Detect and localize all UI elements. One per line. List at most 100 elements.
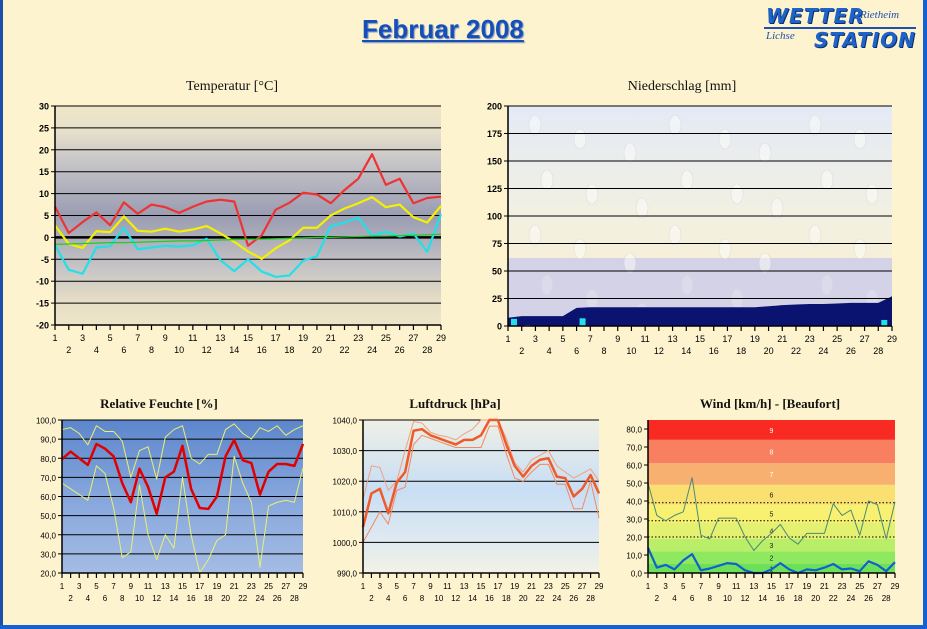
x-tick-label: 15 (767, 582, 776, 591)
raindrop-decoration (758, 142, 772, 164)
y-tick-label: 50,0 (626, 480, 642, 489)
logo-word-station: STATION (814, 28, 916, 52)
y-tick-label: 20,0 (40, 570, 56, 579)
frame-right (923, 0, 927, 629)
y-tick-label: 150 (487, 157, 502, 167)
x-tick-label: 17 (785, 582, 794, 591)
y-tick-label: 10 (39, 189, 49, 199)
y-tick-label: 50 (492, 267, 502, 277)
x-tick-label: 13 (668, 334, 678, 344)
x-tick-label: 4 (94, 345, 99, 355)
x-tick-label: 3 (533, 334, 538, 344)
raindrop-decoration (680, 274, 694, 296)
x-tick-label: 25 (381, 333, 391, 343)
x-tick-label: 7 (699, 582, 704, 591)
y-tick-label: 25 (39, 123, 49, 133)
series-line-mittel (54, 196, 442, 260)
x-tick-label: 12 (152, 594, 161, 603)
plot-area (363, 420, 599, 573)
temperature-chart-title: Temperatur [°C] (186, 79, 278, 94)
x-tick-label: 5 (681, 582, 686, 591)
y-tick-label: 25 (492, 294, 502, 304)
x-tick-label: 24 (256, 594, 265, 603)
y-tick-label: 20,0 (626, 534, 642, 543)
x-tick-label: 17 (493, 582, 502, 591)
x-tick-label: 10 (135, 594, 144, 603)
y-tick-label: 30 (39, 102, 49, 112)
y-tick-label: 80,0 (40, 455, 56, 464)
series-line-minimum (61, 455, 304, 574)
x-tick-label: 23 (353, 333, 363, 343)
x-tick-label: 2 (655, 594, 660, 603)
x-tick-label: 18 (204, 594, 213, 603)
x-tick-label: 8 (708, 594, 713, 603)
x-tick-label: 18 (502, 594, 511, 603)
x-tick-label: 16 (257, 345, 267, 355)
x-tick-label: 26 (273, 594, 282, 603)
wind-chart-title: Wind [km/h] - [Beaufort] (700, 396, 840, 411)
x-tick-label: 10 (174, 345, 184, 355)
x-tick-label: 12 (202, 345, 212, 355)
x-tick-label: 16 (776, 594, 785, 603)
x-tick-label: 2 (519, 346, 524, 356)
x-tick-label: 19 (212, 582, 221, 591)
x-tick-label: 1 (646, 582, 651, 591)
x-tick-label: 21 (527, 582, 536, 591)
y-tick-label: 200 (487, 102, 502, 112)
x-tick-label: 22 (536, 594, 545, 603)
x-tick-label: 14 (758, 594, 767, 603)
x-tick-label: 17 (271, 333, 281, 343)
beaufort-label: 4 (770, 529, 774, 536)
beaufort-band (648, 504, 895, 523)
x-tick-label: 18 (284, 345, 294, 355)
series-summe-area (508, 296, 892, 326)
x-tick-label: 5 (394, 582, 399, 591)
x-tick-label: 11 (732, 582, 741, 591)
x-tick-label: 28 (290, 594, 299, 603)
beaufort-label: 5 (770, 512, 774, 519)
y-tick-label: 100 (487, 212, 502, 222)
rain-bar (579, 318, 586, 326)
x-tick-label: 25 (832, 334, 842, 344)
x-tick-label: 3 (80, 333, 85, 343)
x-tick-label: 29 (436, 333, 446, 343)
x-tick-label: 15 (178, 582, 187, 591)
raindrop-decoration (820, 274, 834, 296)
x-tick-label: 15 (477, 582, 486, 591)
y-tick-label: 5 (44, 211, 49, 221)
y-tick-label: -20 (36, 321, 49, 331)
beaufort-band (648, 551, 895, 564)
precipitation-chart: Niederschlag [mm] 2001751501251007550250… (487, 79, 897, 356)
x-tick-label: 26 (864, 594, 873, 603)
x-tick-label: 9 (129, 582, 134, 591)
x-tick-label: 19 (750, 334, 760, 344)
x-tick-label: 20 (764, 346, 774, 356)
x-tick-label: 11 (144, 582, 153, 591)
x-tick-label: 3 (77, 582, 82, 591)
x-tick-label: 4 (547, 346, 552, 356)
raindrop-decoration (718, 128, 732, 150)
x-tick-label: 2 (66, 345, 71, 355)
x-tick-label: 24 (552, 594, 561, 603)
x-tick-label: 9 (163, 333, 168, 343)
raindrop-decoration (730, 183, 744, 205)
x-tick-label: 26 (846, 346, 856, 356)
logo-word-wetter: WETTER (766, 4, 865, 28)
beaufort-label: 3 (770, 543, 774, 550)
x-tick-label: 6 (690, 594, 695, 603)
raindrop-decoration (808, 114, 822, 136)
y-tick-label: -15 (36, 299, 49, 309)
raindrop-decoration (528, 224, 542, 246)
y-tick-label: 1030,0 (333, 447, 358, 456)
x-tick-label: 23 (247, 582, 256, 591)
beaufort-label: 2 (770, 556, 774, 563)
x-tick-label: 11 (188, 333, 197, 343)
beaufort-label: 6 (770, 493, 774, 500)
page-title[interactable]: Februar 2008 (362, 14, 524, 44)
x-tick-label: 13 (460, 582, 469, 591)
x-tick-label: 19 (802, 582, 811, 591)
x-tick-label: 16 (187, 594, 196, 603)
series-line-mittel (361, 418, 601, 528)
x-tick-label: 3 (663, 582, 668, 591)
